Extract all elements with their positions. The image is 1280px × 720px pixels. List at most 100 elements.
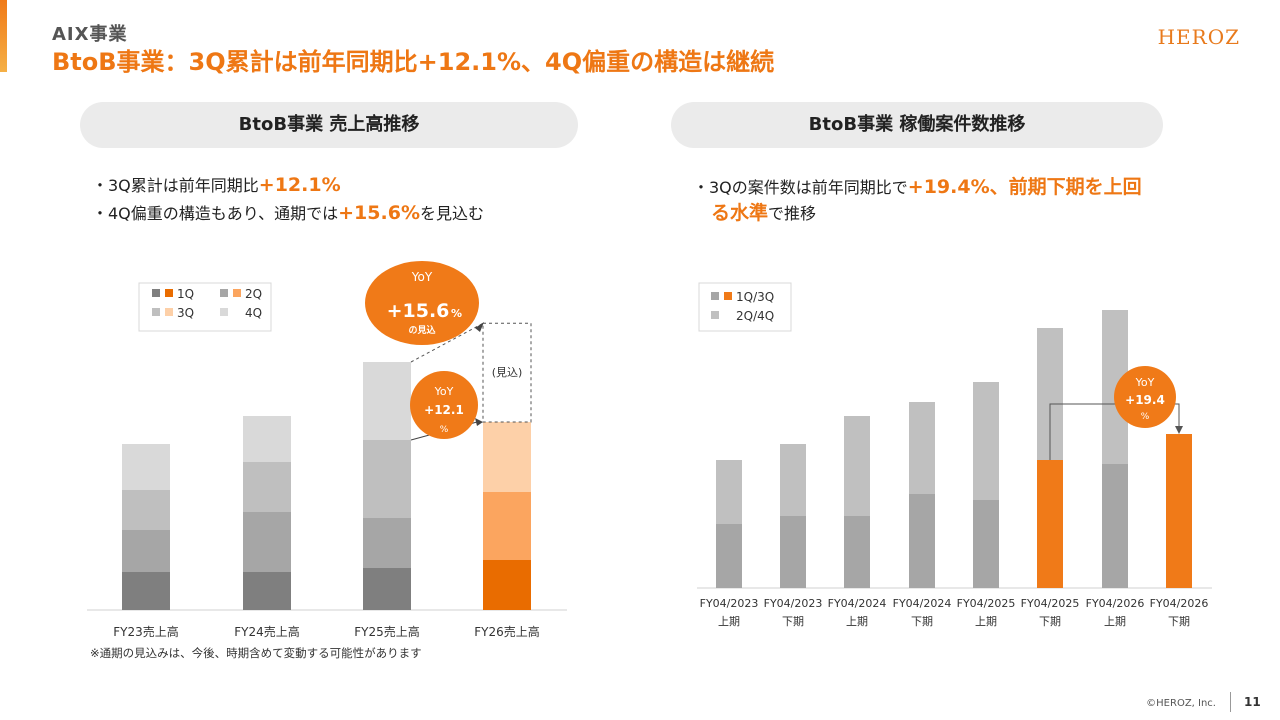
yoy-bubble (1114, 366, 1176, 428)
right-projects-chart: FY04/2023 上期 FY04/2023 下期 FY04/2024 上期 FY04/20… (697, 282, 1212, 628)
page-title: BtoB事業：3Q累計は前年同期比+12.1%、4Q偏重の構造は継続 (52, 48, 775, 76)
yoy-arrowhead (1175, 426, 1183, 434)
bar-1q-3q (1166, 434, 1192, 588)
footer-separator (1230, 692, 1231, 712)
right-chart-title-pill: BtoB事業 稼働案件数推移 (671, 102, 1163, 148)
left-bullet-1: ・3Q累計は前年同期比+12.1% (92, 172, 341, 196)
yoy-bubble-value: +19.4 (1125, 393, 1165, 407)
yoy-bubble-3q-top: YoY (434, 385, 454, 398)
left-bullet-2-text: ・4Q偏重の構造もあり、通期では (92, 204, 339, 223)
bar-1q-3q (909, 494, 935, 588)
bar-2q (243, 512, 291, 572)
yoy-bubble-fy-unit: % (451, 307, 462, 320)
section-label: AIX事業 (52, 24, 128, 45)
legend-swatch-grey (711, 292, 719, 300)
legend-swatch-grey (152, 289, 160, 297)
bar-3q (243, 462, 291, 512)
bar-4q (122, 444, 170, 490)
yoy-bubble-fy-value: +15.6 (387, 300, 450, 322)
yoy-arrowhead (475, 418, 483, 426)
legend-label: 2Q/4Q (736, 309, 774, 323)
bar-1q-3q (973, 500, 999, 588)
bar-2q-4q (909, 402, 935, 494)
x-tick-label: FY04/2025 (1021, 597, 1080, 610)
x-tick-label: FY04/2024 (893, 597, 952, 610)
legend-label: 2Q (245, 287, 262, 301)
right-bullet-1-highlight: +19.4%、前期下期を上回 (907, 176, 1142, 198)
bar-4q (243, 416, 291, 462)
yoy-bubble-fy (365, 261, 479, 345)
x-tick-label: FY04/2023 (700, 597, 759, 610)
bar-2q-4q (844, 416, 870, 516)
bar-1q (483, 560, 531, 610)
x-tick-label: FY26売上高 (474, 624, 540, 639)
x-tick-label: FY04/2024 (828, 597, 887, 610)
x-tick-label: FY23売上高 (113, 624, 179, 639)
x-tick-label-sub: 上期 (975, 615, 997, 628)
left-bullet-1-text: ・3Q累計は前年同期比 (92, 176, 259, 195)
page-number: 11 (1244, 695, 1261, 709)
yoy-bubble-3q (410, 371, 478, 439)
x-tick-label-sub: 上期 (1104, 615, 1126, 628)
x-tick-label-sub: 下期 (1168, 615, 1190, 628)
x-tick-label-sub: 下期 (911, 615, 933, 628)
x-tick-label: FY04/2023 (764, 597, 823, 610)
left-bullet-2: ・4Q偏重の構造もあり、通期では+15.6%を見込む (92, 200, 484, 224)
left-bullet-2-suffix: を見込む (419, 204, 484, 223)
legend-swatch-grey (220, 308, 228, 316)
bar-2q (363, 518, 411, 568)
legend-swatch-grey (711, 311, 719, 319)
x-tick-label-sub: 下期 (782, 615, 804, 628)
bar-1q (122, 572, 170, 610)
heroz-logo: HEROZ (1157, 25, 1240, 49)
bar-1q-3q (716, 524, 742, 588)
bar-1q (243, 572, 291, 610)
legend-label: 3Q (177, 306, 194, 320)
right-bullet-2: る水準で推移 (711, 198, 816, 225)
left-chart-title-pill: BtoB事業 売上高推移 (80, 102, 578, 148)
x-tick-label: FY04/2026 (1086, 597, 1145, 610)
bar-2q-4q (973, 382, 999, 500)
legend-label: 1Q/3Q (736, 290, 774, 304)
bar-1q-3q (1102, 464, 1128, 588)
right-legend-box (698, 282, 792, 332)
x-tick-label: FY24売上高 (234, 624, 300, 639)
copyright: ©HEROZ, Inc. (1146, 698, 1216, 709)
bar-2q-4q (780, 444, 806, 516)
left-bullet-2-highlight: +15.6% (338, 202, 420, 224)
yoy-bubble-3q-unit: % (440, 425, 449, 435)
left-bullet-1-highlight: +12.1% (258, 174, 341, 196)
yoy-bubble-unit: % (1141, 412, 1150, 422)
x-tick-label-sub: 上期 (718, 615, 740, 628)
x-tick-label: FY25売上高 (354, 624, 420, 639)
bar-1q-3q (1037, 460, 1063, 588)
accent-bar (0, 0, 7, 72)
x-tick-label-sub: 上期 (846, 615, 868, 628)
legend-swatch-orange (165, 308, 173, 316)
right-bullet-1: ・3Qの案件数は前年同期比で+19.4%、前期下期を上回 (693, 172, 1142, 199)
bar-3q (483, 422, 531, 492)
forecast-connector (410, 322, 484, 363)
forecast-box (482, 322, 532, 423)
bar-1q-3q (844, 516, 870, 588)
bar-1q-3q (780, 516, 806, 588)
yoy-bubble-fy-sub: の見込 (408, 324, 435, 336)
yoy-bubble-3q-value: +12.1 (424, 403, 464, 417)
bar-2q (122, 530, 170, 572)
left-legend-box (138, 282, 272, 332)
yoy-bubble-fy-arrowhead (475, 322, 484, 332)
bar-1q (363, 568, 411, 610)
forecast-label: (見込) (492, 366, 523, 379)
legend-swatch-orange (165, 289, 173, 297)
x-tick-label: FY04/2025 (957, 597, 1016, 610)
legend-swatch-grey (220, 289, 228, 297)
legend-swatch-grey (152, 308, 160, 316)
legend-label: 4Q (245, 306, 262, 320)
footnote: ※通期の見込みは、今後、時期含めて変動する可能性があります (90, 646, 422, 660)
right-bullet-2-text: で推移 (768, 204, 817, 223)
x-tick-label-sub: 下期 (1039, 615, 1061, 628)
legend-swatch-orange (724, 292, 732, 300)
right-bullet-2-highlight: る水準 (711, 202, 769, 224)
legend-label: 1Q (177, 287, 194, 301)
